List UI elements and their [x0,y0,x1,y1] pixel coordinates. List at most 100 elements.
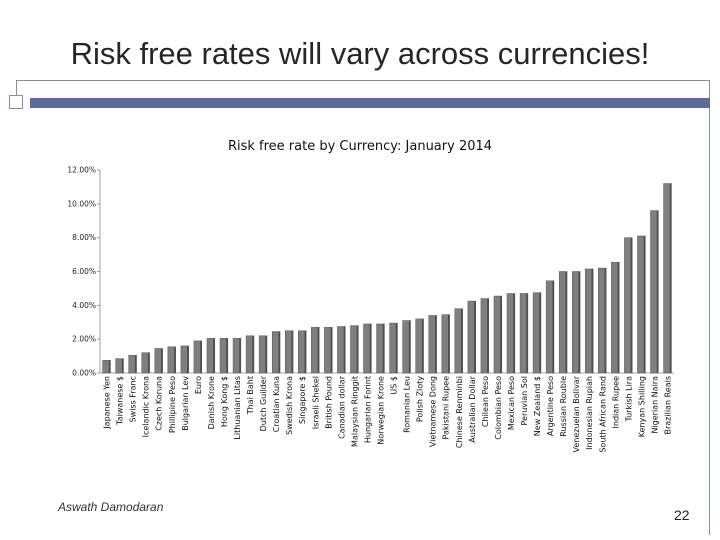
category-label: Israeli Shekel [311,376,320,429]
bar-shade [161,348,163,373]
category-label: Vietnamese Dong [429,376,438,447]
category-label: Pakistani Rupee [442,376,451,440]
category-label: US $ [390,376,399,395]
bar-shade [213,338,215,373]
category-label: Swiss Franc [129,376,138,422]
category-label: Russian Rouble [559,376,568,437]
bar-shade [434,315,437,373]
y-tick-label: 0.00% [72,369,96,378]
bar-shade [656,210,659,373]
bar-shade [578,271,581,373]
category-label: Polish Zloty [416,376,425,422]
bar-shade [408,320,411,373]
y-tick-label: 6.00% [72,267,96,276]
bar-shade [395,323,398,373]
chart-title: Risk free rate by Currency: January 2014 [228,139,492,154]
y-tick-label: 2.00% [72,335,96,344]
bar [558,271,568,374]
bar [611,261,620,374]
bar-shade [187,345,189,373]
category-label: Indian Rupee [611,376,620,429]
bar-shade [330,327,333,373]
bar-shade [448,314,450,373]
bar-shade [291,330,294,373]
y-tick-label: 8.00% [72,233,96,242]
bar-shade [474,301,476,373]
category-label: Japanese Yen [103,376,112,430]
category-label: Thai Baht [246,376,255,415]
category-label: Czech Koruna [155,376,164,431]
bar-shade [265,335,267,373]
category-label: Danish Krone [207,376,216,429]
author-footer: Aswath Damodaran [58,500,164,514]
bar-shade [121,358,124,373]
category-label: Indonesian Rupiah [585,376,594,450]
category-label: Mexican Peso [507,376,516,430]
category-label: Singapore $ [298,376,307,424]
category-label: Argentine Peso [546,376,555,436]
category-label: British Pound [324,376,333,429]
category-label: Turkish Lira [624,376,633,423]
category-label: Venezuelan Bolivar [572,375,581,452]
right-border-line [709,80,710,535]
bar-shade [317,327,320,373]
y-tick-label: 12.00% [67,166,96,175]
bar-shade [147,352,150,373]
bar-shade [304,330,307,373]
bar-shade [565,271,568,373]
category-label: Croatian Kuna [272,376,281,432]
page-number: 22 [674,507,690,523]
bar-shade [604,268,607,373]
bar-shade [552,280,554,373]
category-label: Peruvian Sol [520,376,529,426]
bar-shade [617,262,620,373]
bar-shade [278,331,281,373]
category-label: Chinese Renminbi [455,376,464,448]
category-label: Chilean Peso [481,376,490,427]
category-label: Hungarian Forint [363,376,372,443]
bar-shade [513,293,515,373]
bar-shade [343,326,346,373]
bar-shade [252,335,254,373]
bar [571,271,581,374]
slide-title: Risk free rates will vary across currenc… [70,36,650,71]
bar-shade [591,268,594,373]
category-label: Euro [194,376,203,394]
bar-shade [226,338,228,373]
category-label: Phillipine Peso [168,376,177,433]
bar-shade [421,318,424,373]
bar-shade [526,293,528,373]
category-label: Brazilian Reais [663,376,672,434]
category-label: Colombian Peso [494,376,503,440]
bar [663,183,672,374]
bar-shade [669,183,672,373]
category-label: Bulgarian Lev [181,376,190,431]
accent-bar [30,98,710,108]
bar-shade [174,346,176,373]
bar-shade [500,296,502,373]
accent-square [9,95,23,109]
bar-shade [200,340,202,373]
category-label: Nigerian Naira [650,376,659,434]
category-label: Hong Kong $ [220,376,229,427]
bar-shade [382,323,385,373]
bar-shade [461,308,463,373]
bar-shade [369,323,372,373]
bar-shade [108,360,111,373]
bar-shade [134,355,137,373]
category-label: Dutch Guilder [259,375,268,431]
category-label: Romanian Leu [403,376,412,433]
bar-shade [539,292,541,373]
category-label: Australian Dollar [468,375,477,442]
bar-shade [356,325,359,373]
bar-shade [643,235,646,373]
y-tick-label: 10.00% [67,199,96,208]
y-tick-label: 4.00% [72,301,96,310]
category-label: Swedish Krona [285,376,294,435]
title-divider-vertical [16,80,17,95]
category-label: New Zealand $ [533,376,542,436]
category-label: Lithuanian Litas [233,376,242,440]
bar-shade [487,298,489,373]
category-label: South African Rand [598,376,607,453]
